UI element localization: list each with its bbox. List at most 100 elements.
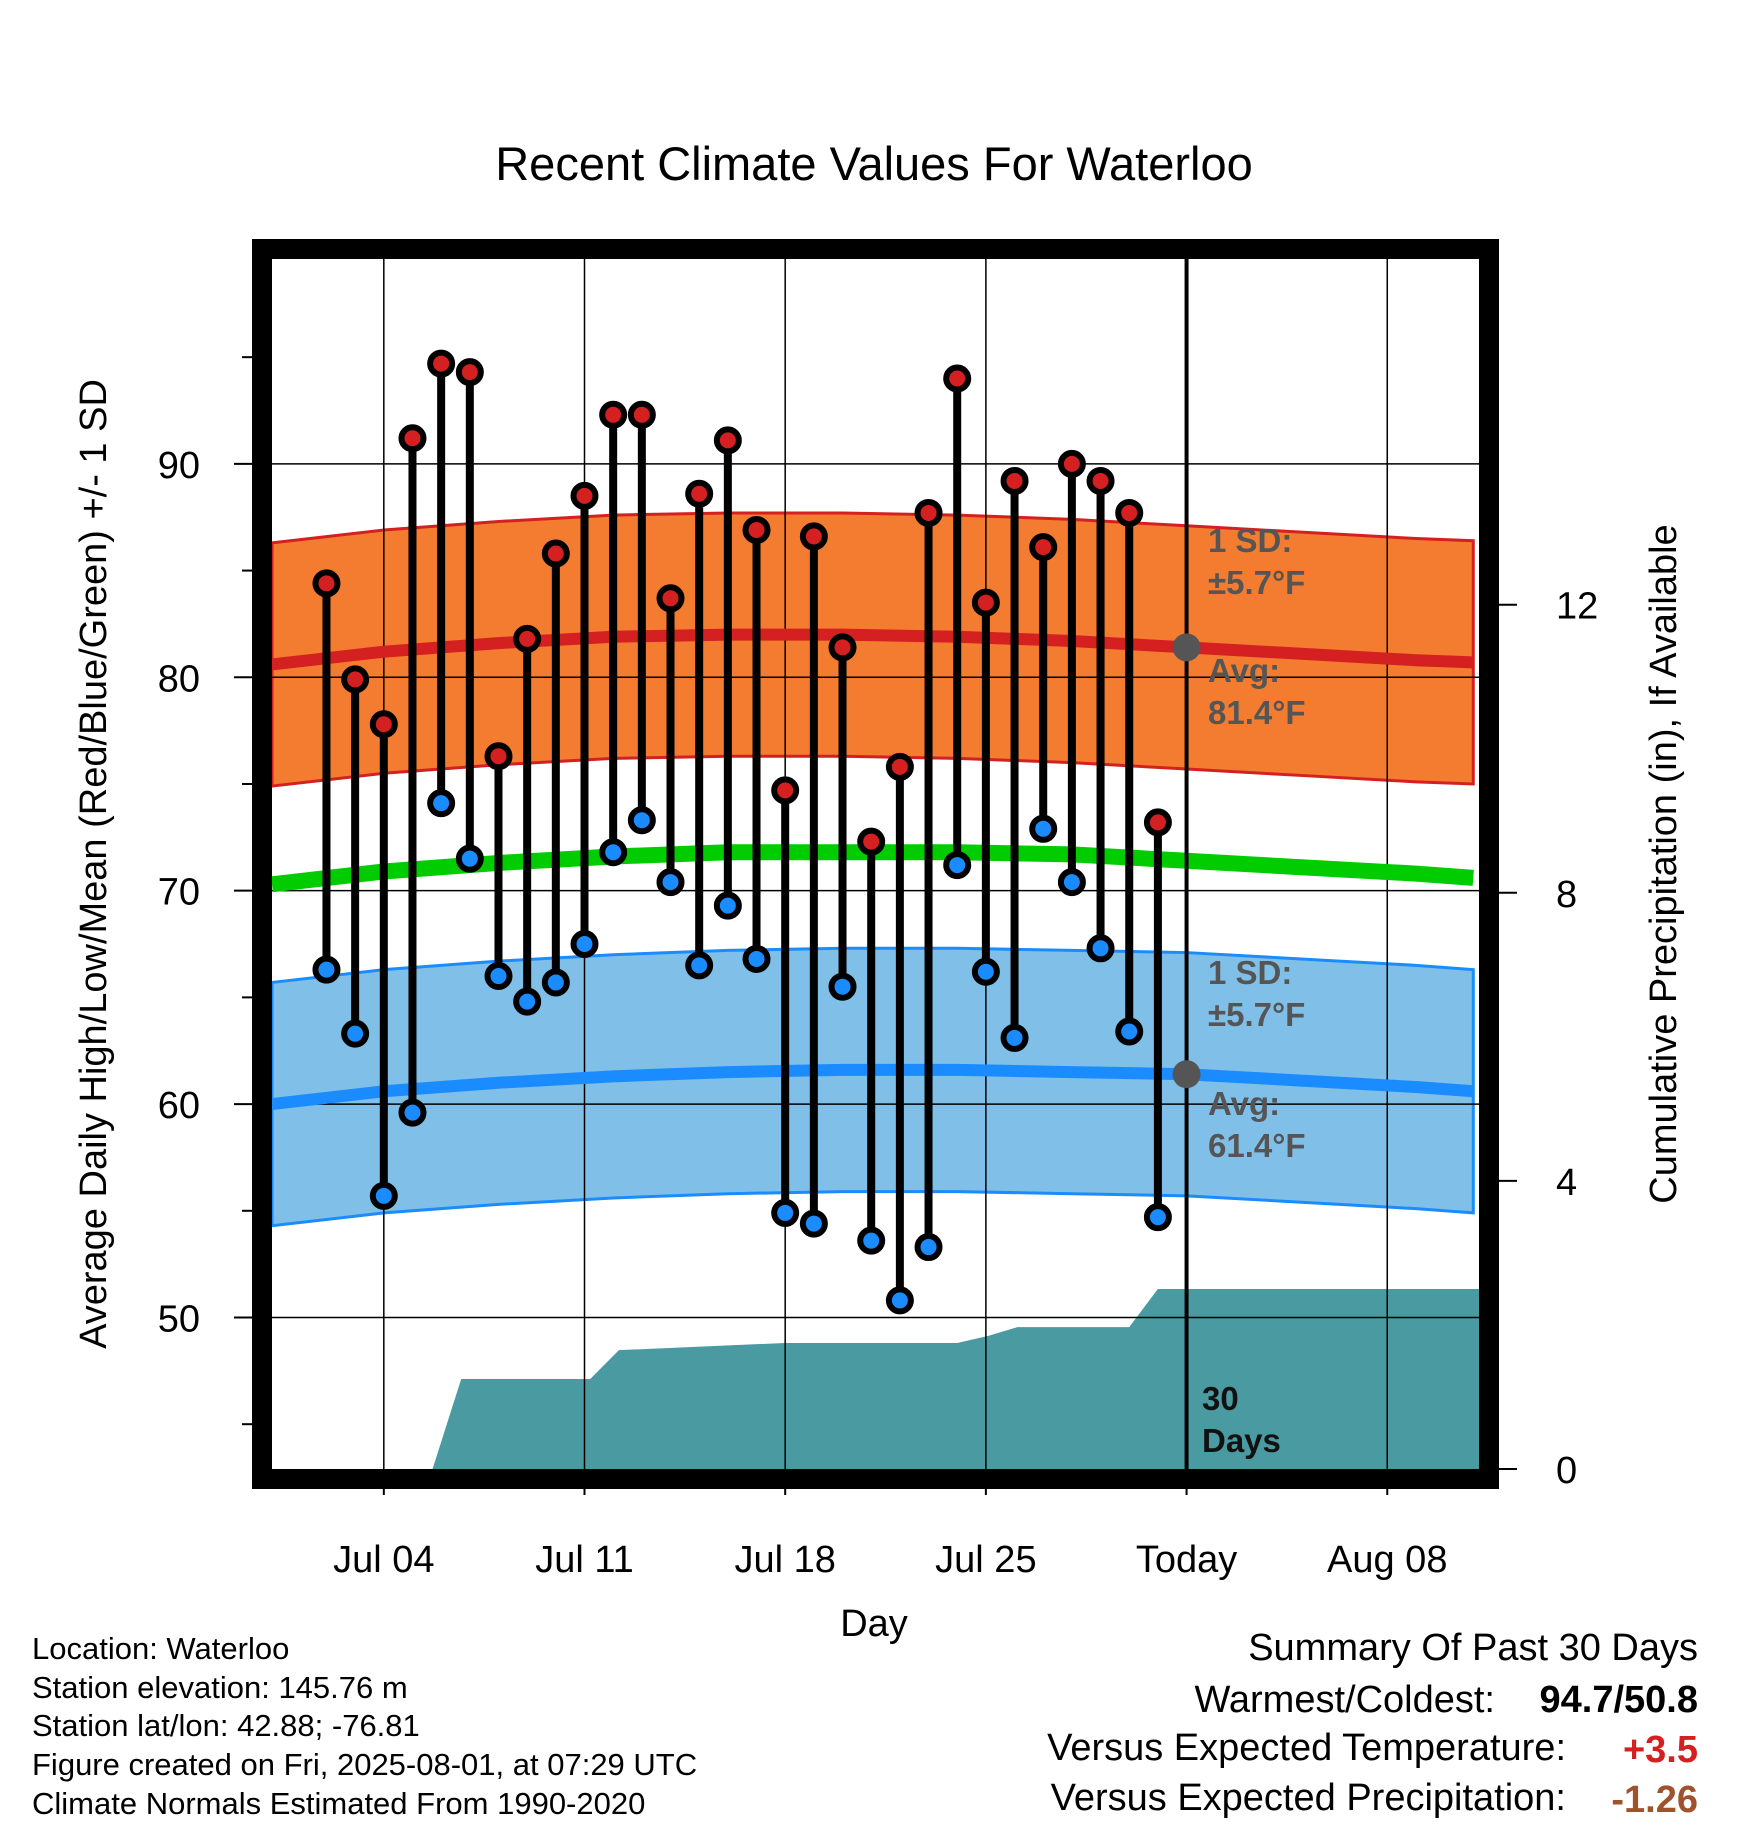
y-tick-label: 50 <box>158 1298 200 1340</box>
daily-high-point <box>541 539 570 568</box>
daily-high-point <box>455 358 484 387</box>
daily-high-point <box>1086 466 1115 495</box>
daily-low-point <box>513 987 542 1016</box>
info-location: Location: Waterloo <box>32 1631 289 1666</box>
x-tick-label: Jul 11 <box>535 1539 634 1581</box>
daily-low-point <box>369 1181 398 1210</box>
daily-low-point <box>1057 868 1086 897</box>
y-axis-label: Average Daily High/Low/Mean (Red/Blue/Gr… <box>73 379 115 1349</box>
low-sd-label: 1 SD: <box>1208 954 1292 991</box>
x-tick-label: Jul 18 <box>734 1539 835 1581</box>
daily-high-point <box>398 424 427 453</box>
summary-precip-label: Versus Expected Precipitation: <box>1051 1777 1566 1819</box>
chart-title: Recent Climate Values For Waterloo <box>495 137 1253 190</box>
daily-high-point <box>1029 533 1058 562</box>
daily-low-point <box>857 1226 886 1255</box>
low-sd-value: ±5.7°F <box>1208 996 1305 1033</box>
precipitation-area <box>432 1288 1480 1469</box>
daily-low-point <box>398 1098 427 1127</box>
daily-low-point <box>685 951 714 980</box>
summary-temp-value: +3.5 <box>1623 1729 1698 1771</box>
high-sd-label: 1 SD: <box>1208 522 1292 559</box>
normal-bands <box>270 511 1475 1228</box>
daily-high-point <box>312 569 341 598</box>
daily-high-point <box>885 752 914 781</box>
avg-markers <box>1172 633 1201 1089</box>
daily-high-low <box>312 349 1172 1315</box>
daily-high-point <box>799 522 828 551</box>
info-created: Figure created on Fri, 2025-08-01, at 07… <box>32 1747 697 1782</box>
daily-low-point <box>455 844 484 873</box>
y2-tick-label: 4 <box>1556 1162 1577 1204</box>
daily-low-point <box>1143 1203 1172 1232</box>
daily-low-point <box>799 1209 828 1238</box>
daily-low-point <box>971 957 1000 986</box>
daily-high-point <box>685 479 714 508</box>
info-latlon: Station lat/lon: 42.88; -76.81 <box>32 1708 420 1743</box>
high-sd-value: ±5.7°F <box>1208 564 1305 601</box>
daily-low-point <box>1115 1017 1144 1046</box>
daily-low-point <box>484 962 513 991</box>
low-avg-value: 61.4°F <box>1208 1127 1306 1164</box>
daily-high-point <box>427 349 456 378</box>
daily-low-point <box>713 891 742 920</box>
daily-low-point <box>771 1198 800 1227</box>
daily-high-point <box>369 710 398 739</box>
plot-frame <box>252 239 1499 1489</box>
summary-warm-cold-value: 94.7/50.8 <box>1540 1679 1698 1721</box>
y2-tick-label: 12 <box>1556 586 1598 628</box>
daily-low-point <box>541 968 570 997</box>
daily-high-point <box>1115 498 1144 527</box>
daily-low-point <box>656 868 685 897</box>
today-low-avg-marker <box>1172 1060 1201 1089</box>
daily-high-point <box>513 624 542 653</box>
y2-axis-label: Cumulative Precipitation (in), If Availa… <box>1643 524 1685 1203</box>
daily-high-point <box>828 633 857 662</box>
today-high-avg-marker <box>1172 633 1201 662</box>
x-tick-label: Jul 25 <box>935 1539 1036 1581</box>
precipitation-area-fill <box>432 1288 1480 1469</box>
precip-days-count: 30 <box>1202 1380 1239 1417</box>
x-tick-label: Aug 08 <box>1327 1539 1447 1581</box>
daily-low-point <box>1029 814 1058 843</box>
station-info: Location: Waterloo Station elevation: 14… <box>32 1631 697 1821</box>
info-elevation: Station elevation: 145.76 m <box>32 1670 408 1705</box>
daily-low-point <box>1086 934 1115 963</box>
daily-high-point <box>857 827 886 856</box>
daily-low-point <box>1000 1023 1029 1052</box>
daily-high-point <box>341 665 370 694</box>
summary-heading: Summary Of Past 30 Days <box>1248 1627 1698 1669</box>
daily-low-point <box>943 851 972 880</box>
x-tick-label: Today <box>1136 1539 1237 1581</box>
daily-high-point <box>742 516 771 545</box>
daily-high-point <box>1057 449 1086 478</box>
summary-precip-value: -1.26 <box>1611 1779 1698 1821</box>
daily-high-point <box>570 481 599 510</box>
y-tick-label: 70 <box>158 872 200 914</box>
y2-tick-label: 8 <box>1556 874 1577 916</box>
daily-high-point <box>484 742 513 771</box>
y2-tick-label: 0 <box>1556 1450 1577 1492</box>
daily-high-point <box>771 776 800 805</box>
daily-low-point <box>312 955 341 984</box>
daily-low-point <box>885 1286 914 1315</box>
summary-temp-label: Versus Expected Temperature: <box>1047 1727 1566 1769</box>
y-tick-label: 90 <box>158 445 200 487</box>
precip-days-label: Days <box>1202 1422 1281 1459</box>
high-avg-value: 81.4°F <box>1208 694 1306 731</box>
band-annotations: 1 SD: ±5.7°F Avg: 81.4°F 1 SD: ±5.7°F Av… <box>1202 522 1306 1459</box>
daily-high-point <box>1000 466 1029 495</box>
daily-low-point <box>427 789 456 818</box>
summary-warm-cold-label: Warmest/Coldest: <box>1194 1679 1495 1721</box>
summary-panel: Summary Of Past 30 Days Warmest/Coldest:… <box>1047 1627 1698 1821</box>
x-axis-label: Day <box>840 1603 908 1645</box>
daily-low-point <box>828 972 857 1001</box>
daily-low-point <box>914 1233 943 1262</box>
daily-high-point <box>1143 808 1172 837</box>
axis-ticks: Jul 04 Jul 11 Jul 18 Jul 25 Today Aug 08 50 60 7… <box>158 356 1598 1581</box>
daily-low-point <box>341 1019 370 1048</box>
high-avg-label: Avg: <box>1208 652 1280 689</box>
y-tick-label: 80 <box>158 658 200 700</box>
daily-high-point <box>627 400 656 429</box>
